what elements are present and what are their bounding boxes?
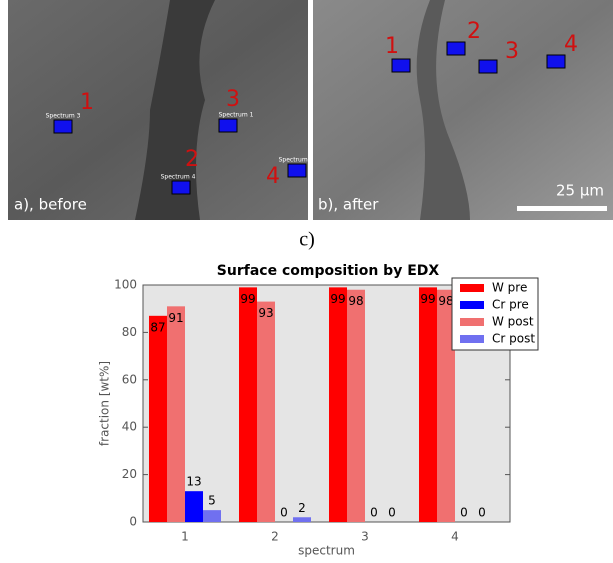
value-label: 13 (186, 475, 201, 489)
spot-number: 4 (266, 164, 280, 189)
spot-number: 3 (226, 87, 240, 112)
value-label: 2 (298, 501, 306, 515)
y-tick-label: 100 (114, 278, 137, 292)
legend-label: W post (492, 315, 534, 329)
bar (257, 301, 275, 522)
x-tick-label: 3 (361, 530, 369, 544)
legend-swatch (460, 301, 484, 309)
bar (149, 315, 167, 522)
y-tick-label: 0 (129, 515, 137, 529)
legend-swatch (460, 284, 484, 292)
bar (239, 287, 257, 522)
x-axis-label: spectrum (298, 544, 355, 558)
crack (135, 0, 215, 220)
value-label: 91 (168, 311, 183, 325)
caption: a), before (14, 196, 87, 214)
spot-number: 2 (185, 147, 199, 172)
value-label: 0 (370, 506, 378, 520)
value-label: 99 (240, 292, 255, 306)
bar (347, 289, 365, 522)
y-tick-label: 40 (122, 420, 137, 434)
value-label: 0 (478, 506, 486, 520)
legend-swatch (460, 318, 484, 326)
legend-swatch (460, 335, 484, 343)
spot-number: 1 (385, 34, 399, 59)
bar (437, 289, 455, 522)
spot-square (53, 119, 73, 134)
spot-square (391, 58, 411, 73)
scale-label: 25 µm (556, 182, 604, 200)
scale-bar (517, 206, 607, 211)
chart-title: Surface composition by EDX (217, 263, 440, 279)
value-label: 99 (420, 292, 435, 306)
panel-label: c) (299, 229, 315, 251)
spot-label: Spectrum 3 (46, 113, 81, 120)
y-tick-label: 20 (122, 467, 137, 481)
x-tick-label: 4 (451, 530, 459, 544)
legend-label: Cr pre (492, 298, 529, 312)
spot-number: 4 (564, 32, 578, 57)
value-label: 98 (348, 294, 363, 308)
value-label: 0 (388, 506, 396, 520)
value-label: 98 (438, 294, 453, 308)
spot-square (171, 180, 191, 195)
chart: Surface composition by EDX fraction [wt%]… (98, 263, 539, 558)
bar (329, 287, 347, 522)
bar (185, 491, 203, 522)
x-tick-label: 2 (271, 530, 279, 544)
spot-square (546, 54, 566, 69)
spot-square (218, 118, 238, 133)
spot-number: 2 (467, 19, 481, 44)
value-label: 0 (280, 506, 288, 520)
value-label: 5 (208, 494, 216, 508)
y-axis-label: fraction [wt%] (98, 361, 112, 446)
bar (167, 306, 185, 522)
crack (416, 0, 470, 220)
x-tick-label: 1 (181, 530, 189, 544)
bar (419, 287, 437, 522)
spot-square (478, 59, 498, 74)
value-label: 87 (150, 320, 165, 334)
value-label: 93 (258, 306, 273, 320)
value-label: 0 (460, 506, 468, 520)
spot-square (287, 163, 307, 178)
spot-number: 1 (80, 90, 94, 115)
caption: b), after (318, 196, 379, 214)
legend-label: Cr post (492, 332, 535, 346)
spot-label: Spectrum 1 (219, 112, 254, 119)
spot-square (446, 41, 466, 56)
bar (203, 510, 221, 522)
spot-label: Spectrum 4 (161, 174, 196, 181)
bar (293, 517, 311, 522)
legend-label: W pre (492, 281, 527, 295)
spot-number: 3 (505, 39, 519, 64)
value-label: 99 (330, 292, 345, 306)
spot-label: Spectrum 2 (279, 157, 314, 164)
y-tick-label: 80 (122, 325, 137, 339)
y-tick-label: 60 (122, 372, 137, 386)
